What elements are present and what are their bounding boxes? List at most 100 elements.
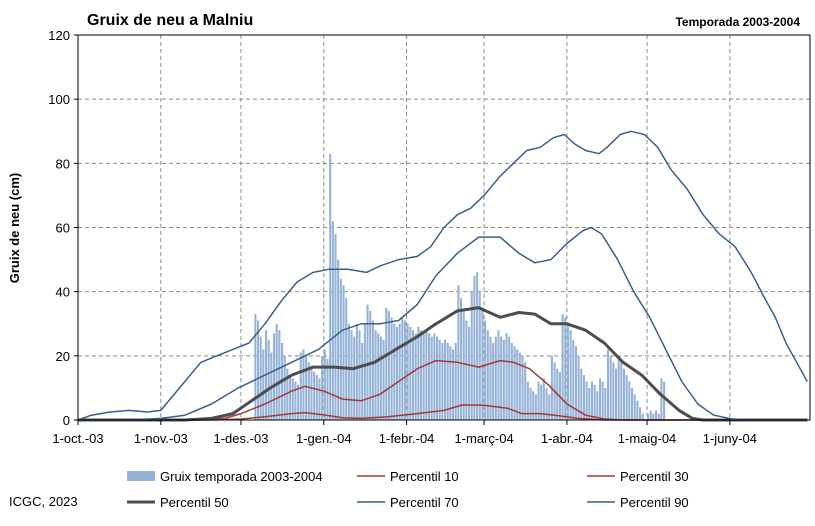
chart-subtitle: Temporada 2003-2004 bbox=[675, 15, 800, 29]
x-tick-label: 1-abr.-04 bbox=[541, 431, 593, 446]
snow-bar bbox=[329, 153, 332, 421]
snow-bar bbox=[254, 314, 257, 420]
snow-bar bbox=[649, 410, 652, 420]
snow-bar bbox=[313, 371, 316, 420]
snow-bar bbox=[625, 375, 628, 420]
snow-bar bbox=[622, 368, 626, 420]
snow-bar bbox=[582, 375, 585, 420]
snow-bar bbox=[612, 362, 615, 420]
snow-bar bbox=[561, 314, 564, 420]
snow-bar bbox=[294, 381, 297, 420]
snow-bar bbox=[427, 333, 431, 420]
snow-bar bbox=[438, 339, 441, 420]
snow-bar bbox=[321, 355, 324, 420]
snow-bar bbox=[361, 343, 364, 420]
snow-bar bbox=[286, 368, 289, 420]
snow-bar bbox=[465, 320, 468, 420]
snow-bar bbox=[275, 323, 278, 420]
y-tick-label: 80 bbox=[56, 156, 70, 171]
snow-bar bbox=[350, 330, 353, 420]
x-tick-label: 1-març-04 bbox=[454, 431, 513, 446]
snow-bar bbox=[598, 378, 602, 420]
snow-bar bbox=[655, 410, 658, 420]
snow-bar bbox=[478, 291, 481, 420]
snow-bar bbox=[398, 323, 401, 420]
snow-bar bbox=[401, 317, 404, 420]
snow-bar bbox=[334, 233, 337, 420]
plot-frame bbox=[77, 34, 811, 421]
legend-swatch-bars bbox=[127, 471, 155, 481]
snow-bar bbox=[366, 304, 369, 420]
snow-bar bbox=[647, 413, 650, 420]
snow-bar bbox=[497, 330, 500, 420]
snow-bar bbox=[462, 310, 465, 420]
legend: Gruix temporada 2003-2004 Percentil 10 Per… bbox=[127, 469, 689, 510]
snow-bar bbox=[454, 343, 457, 420]
snow-bar bbox=[657, 413, 660, 420]
snow-bar bbox=[390, 317, 393, 420]
snow-bar bbox=[371, 320, 374, 420]
x-tick-label: 1-gen.-04 bbox=[296, 431, 352, 446]
snow-bar bbox=[326, 359, 329, 420]
y-axis-label: Gruix de neu (cm) bbox=[7, 173, 22, 284]
snow-bar bbox=[457, 285, 460, 420]
snow-bar bbox=[639, 407, 642, 420]
snow-bar bbox=[358, 330, 361, 420]
snow-bar bbox=[468, 326, 471, 420]
snow-bar bbox=[310, 365, 313, 420]
snow-bar bbox=[315, 375, 318, 420]
snow-bar bbox=[363, 323, 366, 420]
snow-bar bbox=[500, 336, 503, 420]
snow-bar bbox=[369, 310, 372, 420]
snow-bar bbox=[374, 330, 377, 420]
x-tick-label: 1-juny-04 bbox=[703, 431, 757, 446]
snow-bar bbox=[566, 323, 569, 420]
snow-bar bbox=[393, 323, 396, 420]
series-line-percentil-90 bbox=[77, 130, 808, 421]
snow-bar bbox=[636, 400, 639, 420]
snow-bar bbox=[492, 343, 495, 420]
series-line-percentil-10 bbox=[78, 404, 808, 421]
snow-bar bbox=[278, 330, 281, 420]
snow-bar bbox=[444, 339, 447, 420]
snow-bar bbox=[609, 355, 612, 420]
snow-bar bbox=[614, 368, 618, 420]
x-tick-label: 1-maig-04 bbox=[618, 431, 677, 446]
axes: 0 20 40 60 80 100 120 1-oct.-03 1-nov.-03 1-des.-… bbox=[48, 28, 811, 446]
snow-bar bbox=[569, 330, 572, 420]
snow-bar bbox=[481, 307, 484, 420]
legend-label: Percentil 90 bbox=[620, 495, 689, 510]
snow-bar bbox=[529, 387, 532, 420]
x-tick-label: 1-oct.-03 bbox=[52, 431, 103, 446]
series-line-percentil-50 bbox=[78, 306, 808, 422]
snow-bar bbox=[283, 355, 286, 420]
snow-bar bbox=[382, 339, 385, 420]
snow-bar bbox=[652, 413, 655, 420]
snow-bar bbox=[403, 320, 406, 420]
snow-bar bbox=[604, 387, 607, 420]
snow-bar bbox=[452, 349, 455, 420]
snow-bar bbox=[601, 381, 604, 420]
snow-bar bbox=[299, 352, 302, 420]
legend-label: Percentil 50 bbox=[160, 495, 229, 510]
snow-bar bbox=[425, 330, 428, 420]
credit-text: ICGC, 2023 bbox=[9, 494, 78, 509]
percentile-lines bbox=[77, 130, 808, 422]
snow-bar bbox=[537, 381, 540, 420]
snow-bar bbox=[476, 272, 479, 420]
snow-bar bbox=[572, 339, 575, 420]
snow-bar bbox=[449, 346, 452, 420]
snow-bar bbox=[435, 336, 439, 420]
snow-bar bbox=[307, 362, 310, 420]
snow-bar bbox=[430, 336, 433, 420]
snow-bar bbox=[259, 336, 262, 420]
snow-bar bbox=[574, 346, 577, 420]
y-tick-label: 100 bbox=[48, 92, 70, 107]
snow-bar bbox=[596, 391, 599, 420]
snow-bar bbox=[377, 333, 380, 420]
legend-label: Gruix temporada 2003-2004 bbox=[160, 469, 323, 484]
snow-bar bbox=[534, 394, 537, 420]
snow-bar bbox=[505, 333, 508, 420]
series-line-percentil-30 bbox=[78, 359, 808, 421]
